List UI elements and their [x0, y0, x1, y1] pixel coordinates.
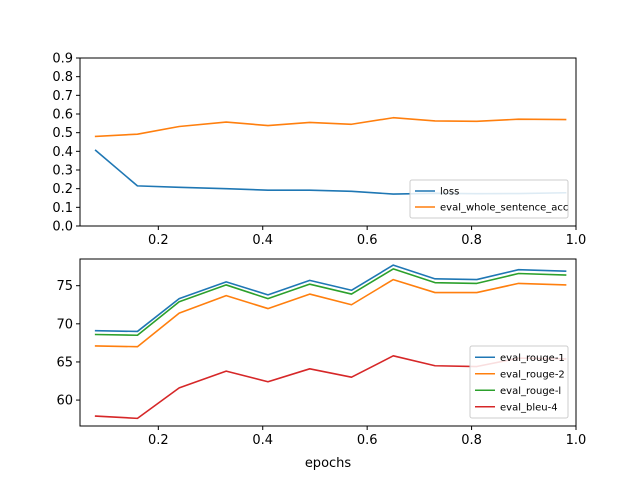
bottom-series-layer: [94, 264, 567, 420]
top-x-tick-label-3: 0.6: [357, 233, 378, 248]
top-y-ticks: 0.0 0.1 0.2 0.3 0.4 0.5 0.6 0.7 0.8 0.9: [52, 52, 80, 235]
bottom-series-line-2: [94, 278, 567, 348]
bottom-legend-label-2: eval_rouge-2: [500, 369, 565, 380]
bottom-x-ticks: 0.2 0.4 0.6 0.8 1.0: [148, 426, 586, 448]
bottom-series-line-3: [94, 268, 567, 337]
top-x-tick-label-2: 0.4: [252, 233, 273, 248]
top-axes-frame: [79, 57, 577, 227]
top-y-tick-label-3: 0.2: [52, 182, 73, 197]
top-x-tick-label-5: 1.0: [566, 233, 587, 248]
bottom-y-tick-label-1: 60: [56, 394, 73, 409]
bottom-legend: eval_rouge-1 eval_rouge-2 eval_rouge-leval…: [469, 345, 569, 419]
bottom-y-tick-label-4: 75: [56, 279, 73, 294]
bottom-y-ticks: 60 65 70 75: [56, 279, 80, 409]
bottom-x-tick-label-5: 1.0: [566, 433, 587, 448]
top-y-tick-label-10: 0.9: [52, 52, 73, 67]
top-y-tick-label-6: 0.5: [52, 126, 73, 141]
x-axis-label: epochs: [305, 456, 352, 471]
top-y-tick-label-7: 0.6: [52, 108, 73, 123]
bottom-legend-box: [469, 345, 569, 419]
bottom-x-tick-label-1: 0.2: [148, 433, 169, 448]
bottom-y-tick-label-3: 70: [56, 317, 73, 332]
top-subplot: 0.2 0.4 0.6 0.8 1.0 0.0 0.1 0.2 0.3 0.4 0.5 0.6 0.7…: [52, 52, 586, 249]
bottom-legend-label-4: eval_bleu-4: [500, 402, 558, 413]
top-y-tick-label-5: 0.4: [52, 145, 73, 160]
top-y-tick-label-1: 0.0: [52, 220, 73, 235]
top-x-tick-label-4: 0.8: [461, 233, 482, 248]
top-y-tick-label-9: 0.8: [52, 70, 73, 85]
bottom-series-line-1: [94, 264, 567, 333]
bottom-axes-frame: [79, 258, 577, 427]
top-y-tick-label-4: 0.3: [52, 164, 73, 179]
top-x-tick-label-1: 0.2: [148, 233, 169, 248]
bottom-x-tick-label-4: 0.8: [461, 433, 482, 448]
bottom-legend-label-3: eval_rouge-l: [500, 386, 561, 397]
top-legend-box: [409, 179, 569, 219]
top-legend-label-2: eval_whole_sentence_acc: [440, 203, 568, 214]
top-legend-label-1: loss: [440, 187, 459, 198]
top-legend: loss eval_whole_sentence_acc: [409, 179, 569, 219]
bottom-x-tick-label-2: 0.4: [252, 433, 273, 448]
top-y-tick-label-2: 0.1: [52, 201, 73, 216]
bottom-y-tick-label-2: 65: [56, 355, 73, 370]
bottom-x-tick-label-3: 0.6: [357, 433, 378, 448]
bottom-legend-label-1: eval_rouge-1: [500, 353, 565, 364]
top-y-tick-label-8: 0.7: [52, 89, 73, 104]
top-series-line-2: [94, 116, 567, 138]
top-x-ticks: 0.2 0.4 0.6 0.8 1.0: [148, 226, 586, 248]
